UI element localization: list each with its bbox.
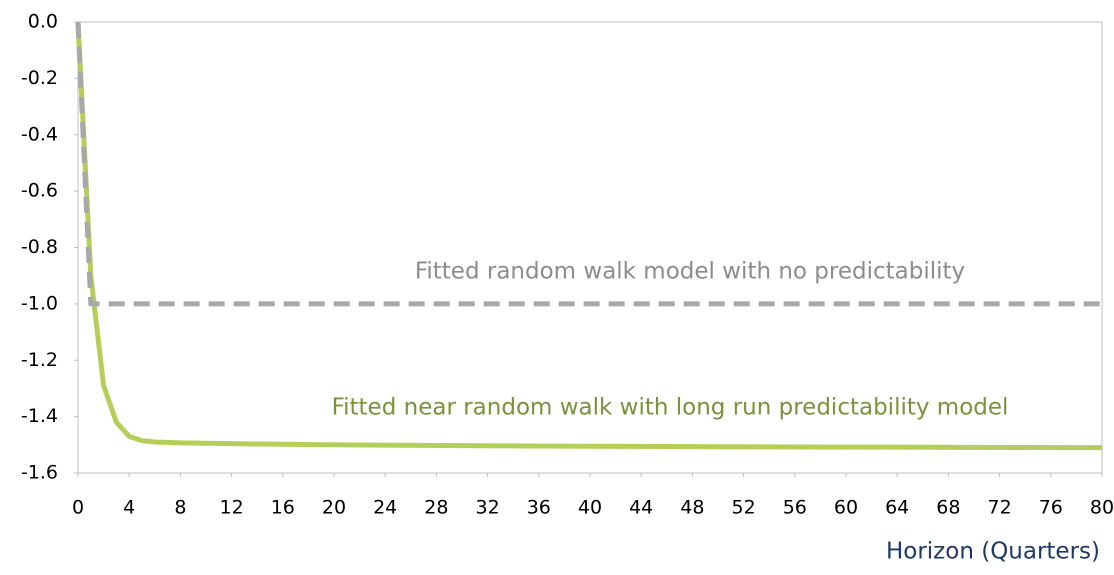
x-tick-label: 40 (578, 497, 602, 519)
x-tick-label: 44 (629, 497, 653, 519)
series-line (75, 21, 1103, 451)
y-tick-label: -1.6 (21, 462, 58, 484)
series-line (75, 21, 1102, 307)
y-tick-label: -1.2 (21, 349, 58, 371)
x-axis-label: Horizon (Quarters) (886, 539, 1100, 565)
x-tick-label: 36 (527, 497, 551, 519)
x-tick-label: 8 (174, 497, 186, 519)
x-tick-label: 32 (476, 497, 500, 519)
x-tick-label: 72 (988, 497, 1012, 519)
x-tick-label: 60 (834, 497, 858, 519)
annotation: Fitted near random walk with long run pr… (332, 395, 1009, 421)
y-tick-label: -0.6 (21, 180, 58, 202)
x-tick-label: 4 (123, 497, 135, 519)
x-tick-label: 76 (1039, 497, 1063, 519)
x-tick-label: 24 (373, 497, 397, 519)
annotation: Fitted random walk model with no predict… (415, 259, 965, 285)
y-tick-label: 0.0 (28, 11, 58, 33)
x-tick-label: 68 (936, 497, 960, 519)
x-tick-label: 0 (72, 497, 84, 519)
x-tick-label: 80 (1090, 497, 1114, 519)
x-tick-label: 28 (424, 497, 448, 519)
x-tick-label: 20 (322, 497, 346, 519)
x-tick-label: 64 (885, 497, 909, 519)
y-tick-label: -1.0 (21, 292, 58, 314)
y-tick-label: -0.4 (21, 123, 58, 145)
x-tick-label: 56 (783, 497, 807, 519)
x-tick-label: 52 (732, 497, 756, 519)
x-tick-label: 48 (680, 497, 704, 519)
x-tick-label: 12 (220, 497, 244, 519)
y-tick-label: -0.8 (21, 236, 58, 258)
y-tick-label: -1.4 (21, 405, 58, 427)
x-tick-label: 16 (271, 497, 295, 519)
y-tick-label: -0.2 (21, 67, 58, 89)
